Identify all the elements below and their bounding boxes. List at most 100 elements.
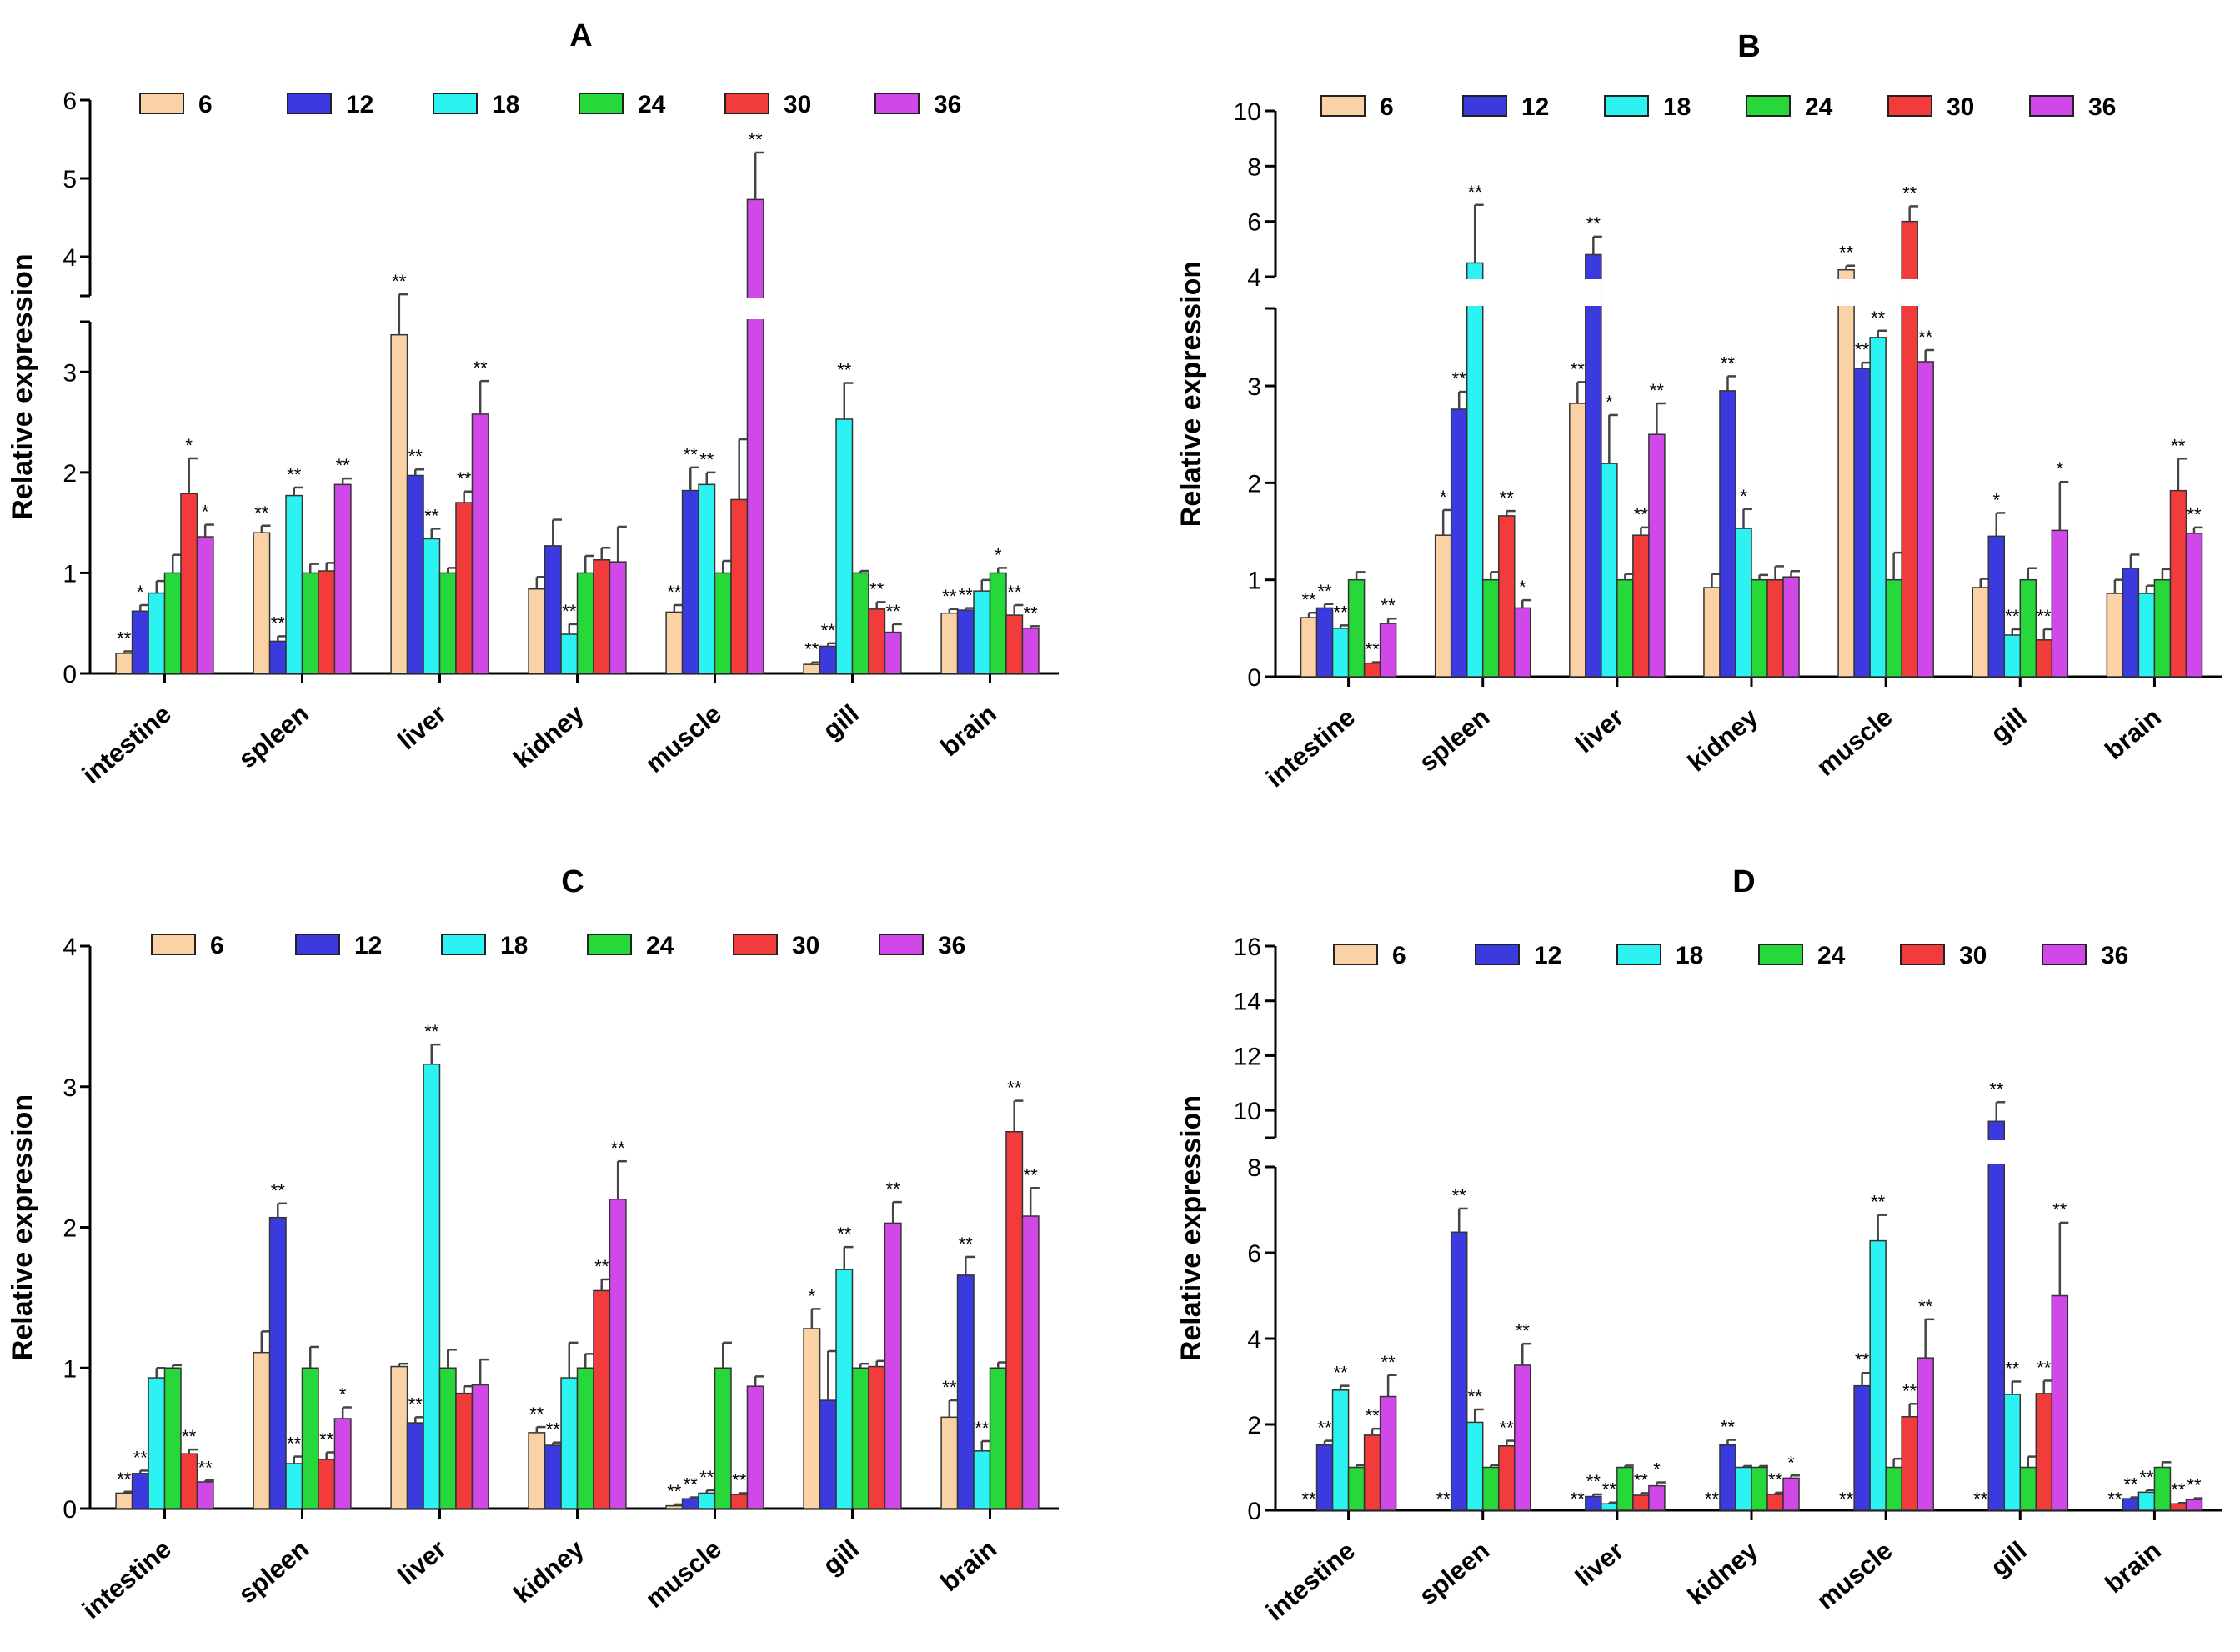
bar	[940, 612, 959, 674]
bar	[835, 418, 854, 674]
bar	[2185, 1499, 2203, 1511]
y-tick-label: 14	[1234, 989, 1261, 1016]
significance-label: **	[1871, 308, 1886, 328]
significance-label: **	[546, 1419, 561, 1440]
significance-label: **	[2171, 435, 2186, 456]
legend-swatch	[2042, 944, 2087, 965]
y-tick-label: 0	[63, 1496, 77, 1524]
bar	[989, 1367, 1007, 1509]
legend-swatch	[1900, 944, 1945, 965]
x-tick-label: kidney	[1682, 702, 1764, 777]
significance-label: **	[287, 1434, 302, 1454]
significance-label: *	[1606, 392, 1613, 413]
bar	[1719, 1444, 1736, 1511]
bar-break-gap	[1584, 279, 1602, 306]
panel-title: B	[1737, 29, 1760, 64]
x-tick-label: muscle	[1811, 703, 1897, 782]
bar	[1497, 515, 1516, 678]
significance-label: **	[667, 582, 682, 603]
y-tick-label: 6	[63, 88, 77, 115]
bar	[285, 494, 303, 674]
bar	[609, 1199, 627, 1509]
bar	[593, 559, 611, 674]
significance-label: **	[1721, 353, 1736, 373]
y-tick-label: 6	[1247, 1240, 1261, 1268]
significance-label: **	[1586, 213, 1601, 234]
significance-label: **	[886, 1179, 901, 1199]
bar	[2122, 567, 2140, 678]
significance-label: **	[457, 468, 472, 489]
bar	[2051, 1294, 2069, 1511]
significance-label: **	[2005, 1359, 2020, 1379]
legend-swatch	[1462, 95, 1507, 117]
bar	[576, 1367, 594, 1509]
y-axis-label: Relative expression	[1175, 1095, 1207, 1361]
bar	[2153, 1466, 2172, 1511]
y-tick-label: 3	[63, 1074, 77, 1102]
bar	[714, 572, 732, 674]
bar	[593, 1289, 611, 1509]
significance-label: **	[1516, 1320, 1531, 1341]
legend-label: 30	[792, 932, 819, 959]
y-tick-label: 4	[63, 934, 77, 961]
legend-label: 12	[346, 91, 373, 118]
bar	[196, 536, 214, 674]
bar	[1450, 1231, 1468, 1511]
legend-label: 36	[2088, 93, 2116, 121]
legend-swatch	[724, 93, 769, 114]
y-tick-label: 0	[1247, 664, 1261, 692]
bar	[681, 1498, 699, 1509]
y-tick-label: 10	[1234, 98, 1261, 126]
bar	[1315, 607, 1334, 678]
significance-label: *	[1992, 489, 2000, 510]
bar	[544, 545, 562, 674]
significance-label: **	[1571, 358, 1586, 379]
bar	[180, 493, 198, 674]
bar	[1837, 268, 1855, 678]
legend-label: 18	[1663, 93, 1691, 121]
significance-label: **	[271, 1180, 286, 1201]
bar	[115, 653, 133, 674]
legend-label: 30	[1947, 93, 1974, 121]
significance-label: **	[1855, 339, 1870, 360]
significance-label: **	[667, 1481, 682, 1502]
significance-label: **	[959, 585, 974, 606]
significance-label: **	[133, 1447, 148, 1468]
significance-label: **	[562, 601, 577, 622]
significance-label: **	[594, 1256, 609, 1277]
x-tick-label: brain	[2099, 1536, 2167, 1599]
significance-label: **	[424, 505, 439, 526]
significance-label: *	[809, 1285, 816, 1306]
bar	[956, 609, 975, 674]
bar	[1585, 1495, 1602, 1511]
y-axis-label: Relative expression	[7, 1094, 38, 1360]
bar	[1450, 408, 1468, 678]
significance-label: **	[1301, 589, 1316, 610]
bar	[1021, 627, 1040, 674]
bar	[1853, 1384, 1871, 1511]
y-tick-label: 8	[1247, 1154, 1261, 1182]
bar	[576, 572, 594, 674]
bar	[2185, 533, 2203, 678]
significance-label: *	[1740, 486, 1747, 507]
bar	[1379, 623, 1397, 678]
legend-swatch	[579, 93, 624, 114]
significance-label: **	[2107, 1489, 2122, 1509]
bar	[1901, 1415, 1918, 1511]
bar	[819, 645, 837, 674]
significance-label: **	[699, 449, 714, 470]
legend-swatch	[1758, 944, 1803, 965]
bar	[333, 483, 352, 674]
x-tick-label: spleen	[1413, 1536, 1495, 1611]
significance-label: **	[2187, 504, 2202, 525]
bar	[544, 1444, 562, 1509]
bar	[1751, 1466, 1768, 1511]
significance-label: **	[2139, 1467, 2154, 1488]
bar	[803, 1328, 821, 1509]
significance-label: **	[1768, 1469, 1783, 1490]
legend-label: 36	[934, 91, 961, 118]
bar-break-gap	[1466, 279, 1484, 306]
bar	[301, 1367, 319, 1509]
bar	[973, 1450, 991, 1509]
